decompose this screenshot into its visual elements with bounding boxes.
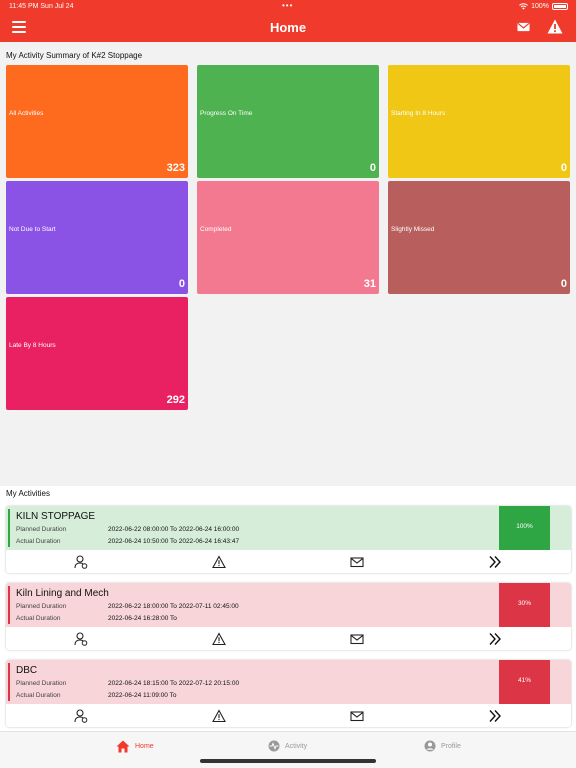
actual-duration-label: Actual Duration bbox=[16, 538, 61, 545]
tile-count: 0 bbox=[560, 162, 567, 174]
activity-actions bbox=[6, 627, 571, 650]
mail-icon[interactable] bbox=[350, 555, 364, 569]
tile-label: Late By 8 Hours bbox=[9, 342, 56, 349]
tile-label: Starting In 8 Hours bbox=[391, 110, 446, 117]
assign-user-icon[interactable] bbox=[74, 632, 88, 646]
activity-actions bbox=[6, 704, 571, 727]
warning-icon[interactable] bbox=[212, 555, 226, 569]
battery-icon bbox=[552, 3, 568, 10]
warning-icon[interactable] bbox=[547, 19, 563, 34]
assign-user-icon[interactable] bbox=[74, 555, 88, 569]
activity-card[interactable]: KILN STOPPAGE Planned Duration Actual Du… bbox=[6, 506, 571, 573]
actual-duration-label: Actual Duration bbox=[16, 615, 61, 622]
battery-percent: 100% bbox=[531, 3, 549, 10]
planned-duration-label: Planned Duration bbox=[16, 680, 67, 687]
mail-icon[interactable] bbox=[350, 709, 364, 723]
tile-starting-in-8-hours[interactable]: Starting In 8 Hours 0 bbox=[388, 65, 570, 178]
tile-slightly-missed[interactable]: Slightly Missed 0 bbox=[388, 181, 570, 294]
tile-count: 323 bbox=[166, 162, 185, 174]
planned-duration-label: Planned Duration bbox=[16, 603, 67, 610]
progress-percent-badge: 100% bbox=[499, 506, 550, 550]
page-title: Home bbox=[269, 20, 307, 35]
activity-card-body: Kiln Lining and Mech Planned Duration Ac… bbox=[6, 583, 571, 627]
tile-completed[interactable]: Completed 31 bbox=[197, 181, 379, 294]
chevron-double-right-icon[interactable] bbox=[488, 632, 502, 646]
activity-actions bbox=[6, 550, 571, 573]
tab-profile[interactable]: Profile bbox=[424, 740, 461, 752]
status-right: 100% bbox=[519, 3, 568, 10]
mail-icon[interactable] bbox=[350, 632, 364, 646]
tab-home[interactable]: Home bbox=[116, 740, 154, 753]
tab-activity[interactable]: Activity bbox=[268, 740, 307, 752]
status-accent-bar bbox=[8, 509, 10, 547]
tab-label: Profile bbox=[441, 742, 461, 750]
planned-duration-value: 2022-06-22 18:00:00 To 2022-07-11 02:45:… bbox=[108, 603, 239, 610]
tile-label: All Activities bbox=[9, 110, 44, 117]
status-bar: 11:45 PM Sun Jul 24 ••• 100% bbox=[0, 1, 576, 13]
tile-label: Slightly Missed bbox=[391, 226, 435, 233]
status-accent-bar bbox=[8, 586, 10, 624]
chevron-double-right-icon[interactable] bbox=[488, 555, 502, 569]
actual-duration-label: Actual Duration bbox=[16, 692, 61, 699]
tile-count: 0 bbox=[369, 162, 376, 174]
tile-count: 0 bbox=[178, 278, 185, 290]
planned-duration-value: 2022-06-22 08:00:00 To 2022-06-24 16:00:… bbox=[108, 526, 240, 533]
activities-title: My Activities bbox=[6, 489, 51, 498]
tab-label: Home bbox=[135, 743, 154, 750]
app-header: 11:45 PM Sun Jul 24 ••• 100% Home bbox=[0, 0, 576, 42]
activity-name: KILN STOPPAGE bbox=[16, 511, 96, 522]
tile-late-by-8-hours[interactable]: Late By 8 Hours 292 bbox=[6, 297, 188, 410]
tile-count: 0 bbox=[560, 278, 567, 290]
summary-title: My Activity Summary of K#2 Stoppage bbox=[6, 51, 143, 60]
multitask-dots[interactable]: ••• bbox=[282, 1, 294, 10]
chevron-double-right-icon[interactable] bbox=[488, 709, 502, 723]
activity-name: DBC bbox=[16, 665, 38, 676]
tile-count: 31 bbox=[363, 278, 376, 290]
activity-icon bbox=[268, 740, 280, 752]
home-indicator bbox=[200, 759, 376, 763]
warning-icon[interactable] bbox=[212, 632, 226, 646]
wifi-icon bbox=[519, 3, 528, 10]
activity-card-body: DBC Planned Duration Actual Duration 202… bbox=[6, 660, 571, 704]
tile-progress-on-time[interactable]: Progress On Time 0 bbox=[197, 65, 379, 178]
actual-duration-value: 2022-06-24 16:28:00 To bbox=[108, 615, 177, 622]
status-time: 11:45 PM Sun Jul 24 bbox=[9, 3, 74, 10]
status-accent-bar bbox=[8, 663, 10, 701]
planned-duration-label: Planned Duration bbox=[16, 526, 67, 533]
tile-label: Not Due to Start bbox=[9, 226, 56, 233]
progress-percent-badge: 30% bbox=[499, 583, 550, 627]
activity-card[interactable]: Kiln Lining and Mech Planned Duration Ac… bbox=[6, 583, 571, 650]
menu-icon[interactable] bbox=[12, 21, 26, 33]
tile-label: Completed bbox=[200, 226, 232, 233]
actual-duration-value: 2022-06-24 11:09:00 To bbox=[108, 692, 177, 699]
warning-icon[interactable] bbox=[212, 709, 226, 723]
tile-count: 292 bbox=[166, 394, 185, 406]
tile-all-activities[interactable]: All Activities 323 bbox=[6, 65, 188, 178]
actual-duration-value: 2022-06-24 10:50:00 To 2022-06-24 16:43:… bbox=[108, 538, 240, 545]
tile-not-due-to-start[interactable]: Not Due to Start 0 bbox=[6, 181, 188, 294]
activity-card[interactable]: DBC Planned Duration Actual Duration 202… bbox=[6, 660, 571, 727]
assign-user-icon[interactable] bbox=[74, 709, 88, 723]
tab-label: Activity bbox=[285, 742, 308, 750]
mail-icon[interactable] bbox=[517, 21, 530, 33]
progress-percent-badge: 41% bbox=[499, 660, 550, 704]
planned-duration-value: 2022-06-24 18:15:00 To 2022-07-12 20:15:… bbox=[108, 680, 240, 687]
activity-card-body: KILN STOPPAGE Planned Duration Actual Du… bbox=[6, 506, 571, 550]
activity-name: Kiln Lining and Mech bbox=[16, 588, 109, 599]
profile-icon bbox=[424, 740, 436, 752]
home-icon bbox=[116, 740, 130, 753]
tile-label: Progress On Time bbox=[200, 110, 253, 117]
